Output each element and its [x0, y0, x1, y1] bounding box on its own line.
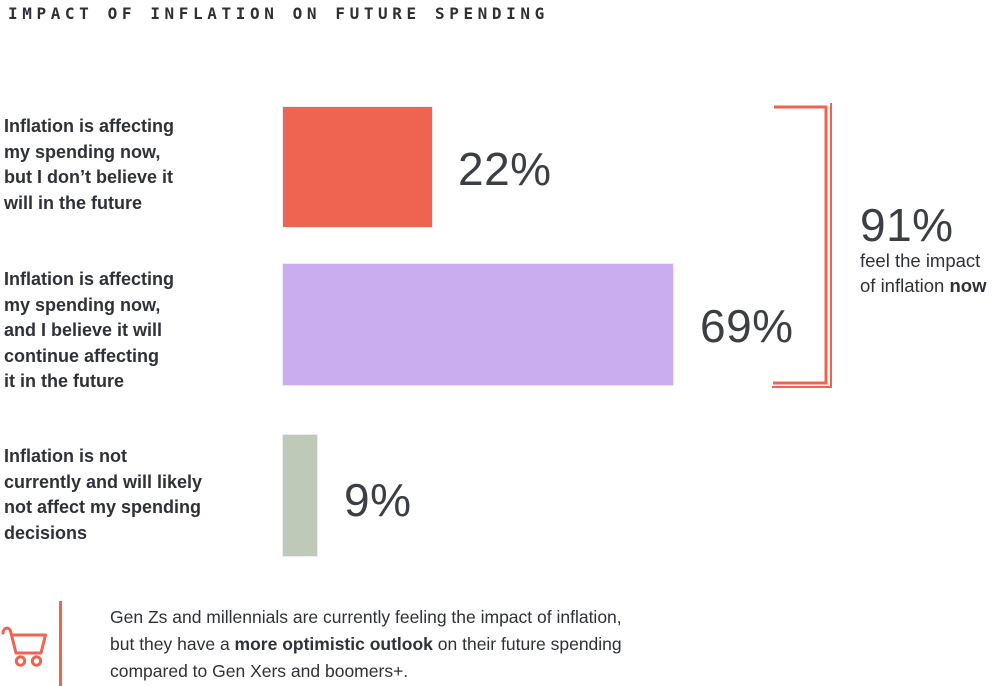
callout-line-1: feel the impact: [860, 250, 981, 271]
footnote-line-2: but they have a more optimistic outlook …: [110, 634, 622, 654]
bar-22-percent: [282, 106, 433, 228]
shopping-cart-icon: [1, 626, 47, 667]
bar-69-percent: [282, 263, 674, 386]
footnote-line-3: compared to Gen Xers and boomers+.: [110, 661, 409, 681]
bar-label-not-affecting: Inflation is not currently and will like…: [4, 446, 203, 543]
chart-title: IMPACT OF INFLATION ON FUTURE SPENDING: [8, 4, 549, 23]
bracket-icon: [772, 103, 832, 388]
callout-line-2: of inflation now: [860, 275, 987, 296]
footnote: Gen Zs and millennials are currently fee…: [110, 604, 750, 685]
footer-accent-divider: [59, 601, 62, 686]
bar-label-affecting-now-and-future: Inflation is affecting my spending now, …: [4, 269, 175, 391]
bar-value-9: 9%: [344, 474, 412, 526]
callout-91-percent: 91% feel the impact of inflation now: [860, 202, 1000, 298]
bar-label-affecting-now-not-future: Inflation is affecting my spending now, …: [4, 116, 175, 213]
callout-bold-now: now: [949, 275, 987, 296]
bar-value-22: 22%: [458, 143, 552, 195]
footnote-bold-phrase: more optimistic outlook: [234, 634, 433, 654]
bar-value-69: 69%: [700, 300, 794, 352]
callout-value: 91%: [860, 199, 954, 251]
footnote-line-1: Gen Zs and millennials are currently fee…: [110, 607, 622, 627]
bar-9-percent: [282, 434, 318, 557]
